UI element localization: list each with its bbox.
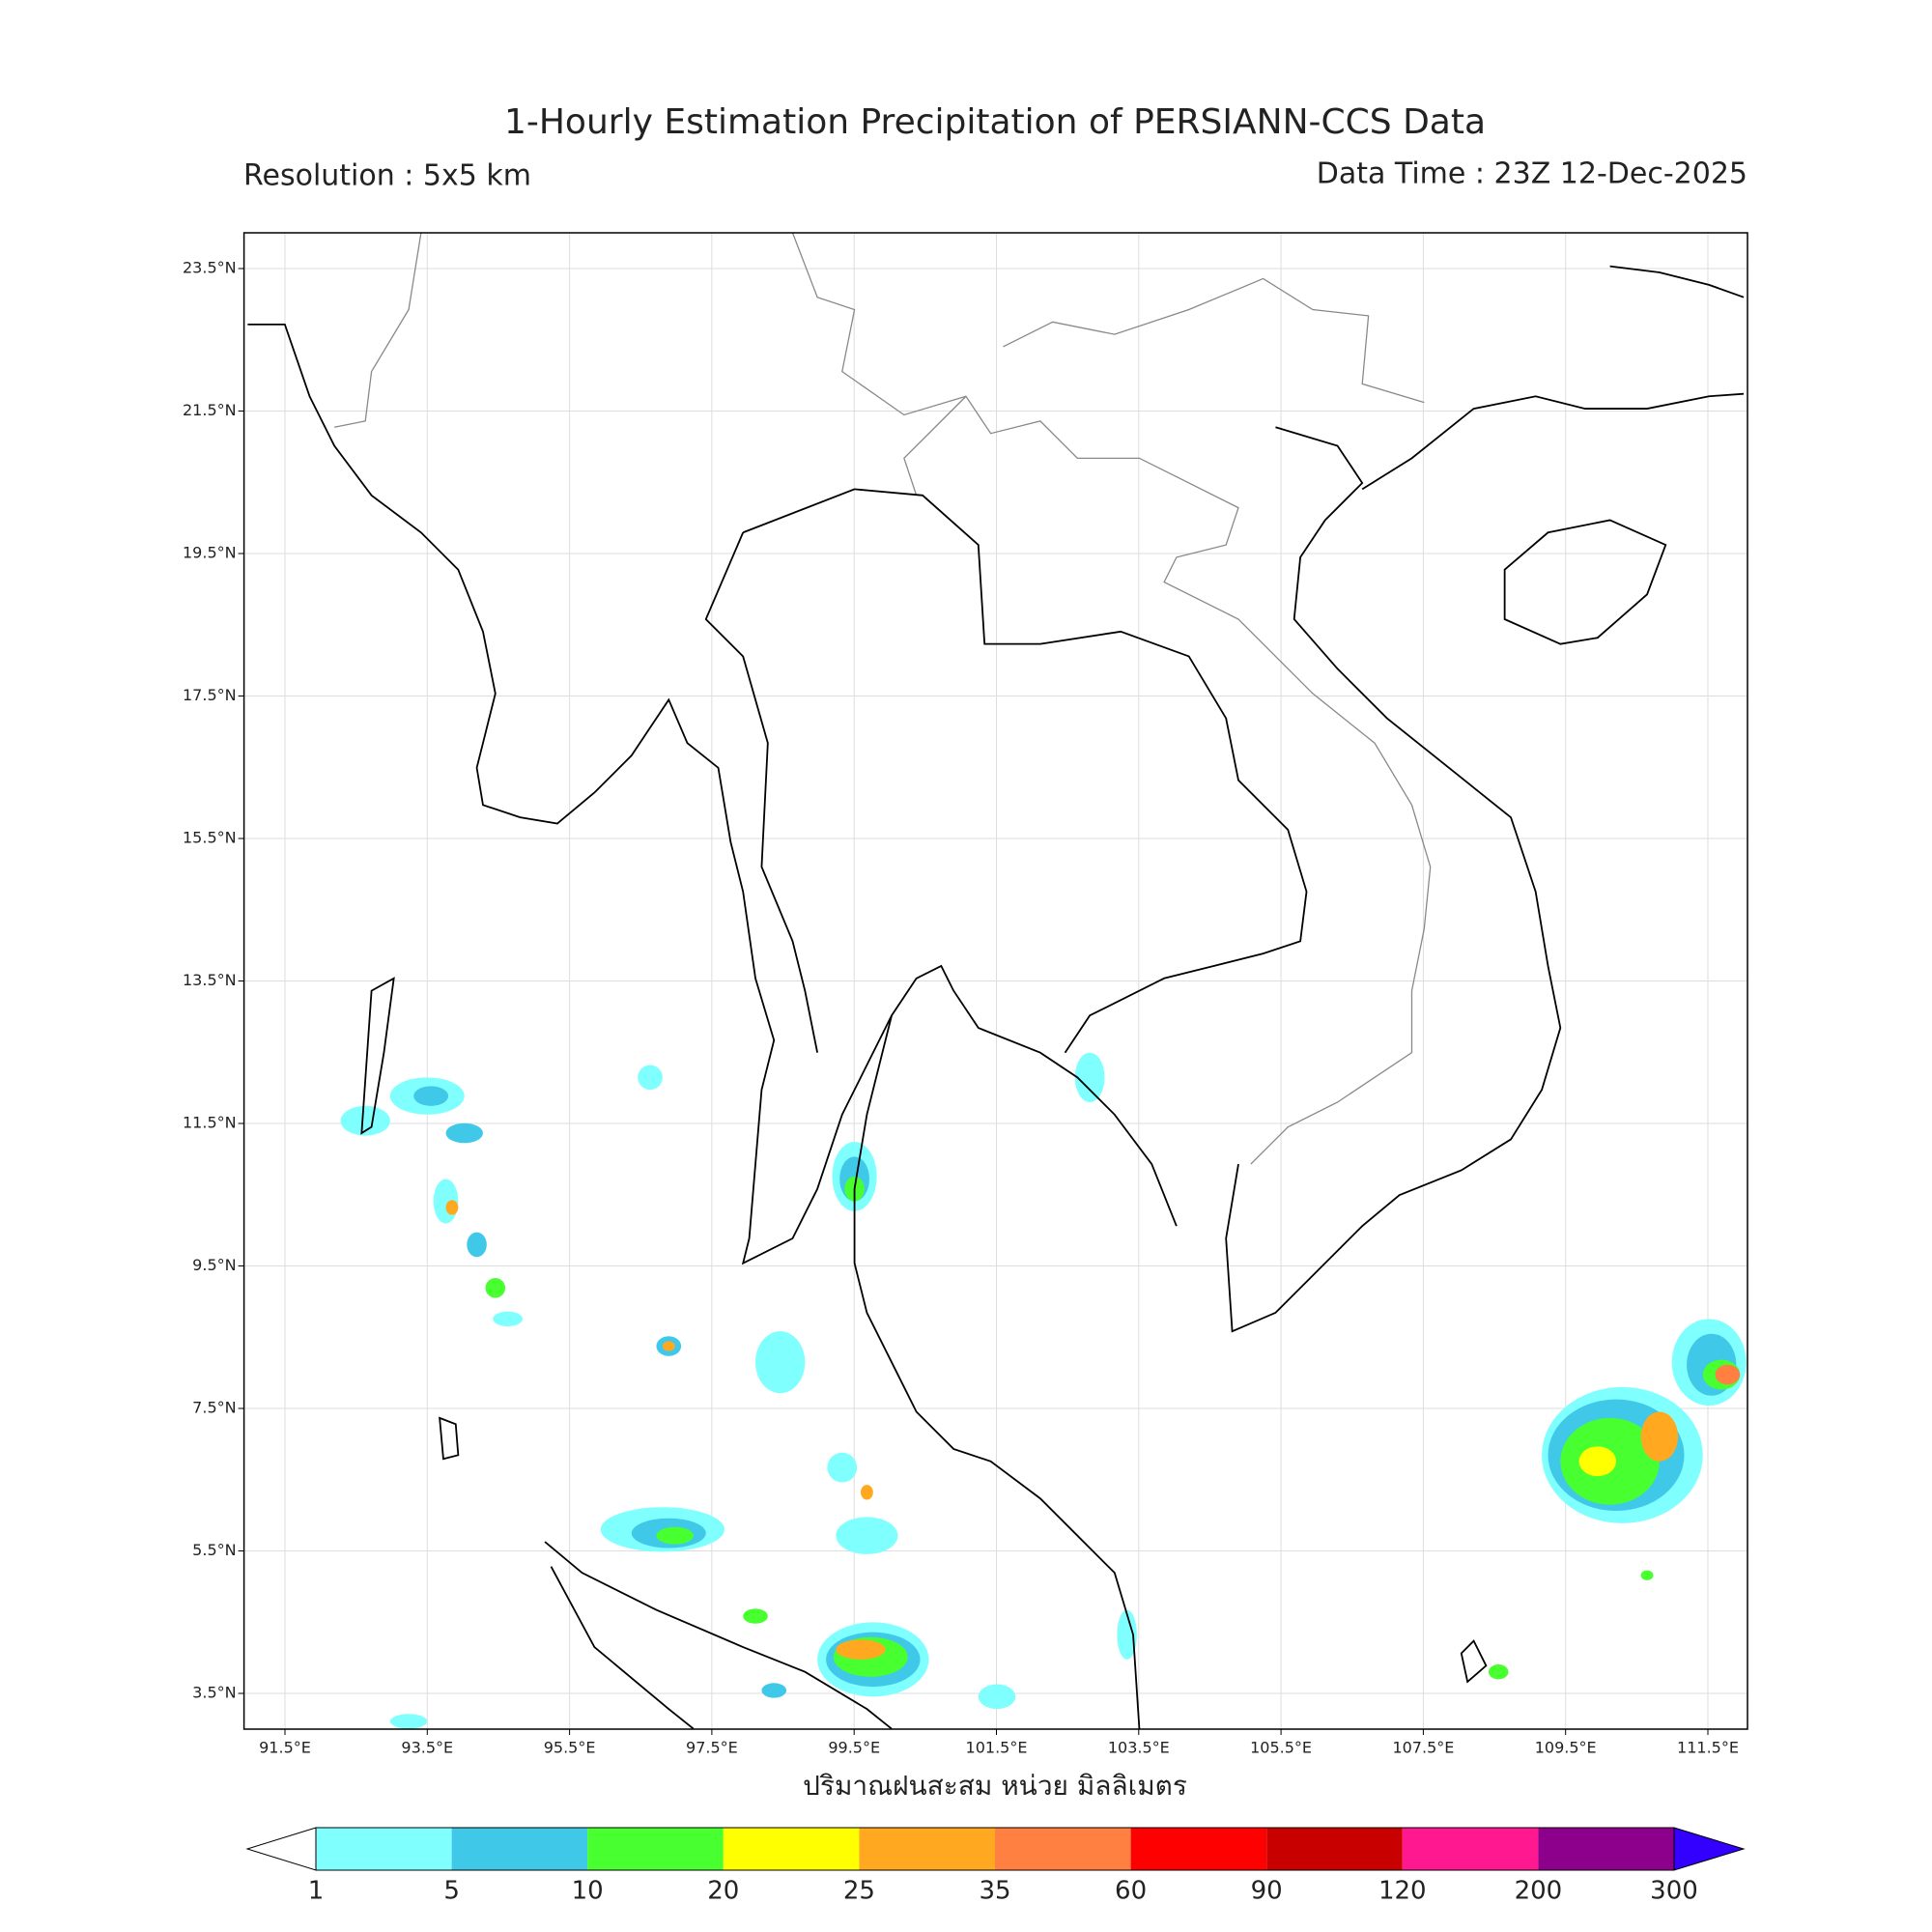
lat-label: 21.5°N	[183, 401, 237, 419]
coast	[853, 1015, 1141, 1729]
color-segment	[859, 1828, 995, 1870]
border	[1003, 277, 1425, 404]
lat-label: 7.5°N	[192, 1399, 236, 1417]
lon-label: 101.5°E	[966, 1739, 1028, 1757]
rain-area	[467, 1232, 487, 1258]
lon-label: 93.5°E	[401, 1739, 453, 1757]
rain-area	[1640, 1411, 1679, 1462]
rain-area	[836, 1517, 898, 1554]
resolution: Resolution : 5x5 km	[243, 159, 531, 193]
rain-area	[1117, 1609, 1137, 1660]
rain-area	[445, 1200, 459, 1215]
rain-area	[755, 1331, 806, 1394]
data-time: Data Time : 23Z 12-Dec-2025	[1317, 157, 1747, 191]
rain-area	[662, 1341, 675, 1351]
border	[791, 232, 1432, 1165]
rain-area	[1074, 1052, 1105, 1102]
over-arrow	[1673, 1827, 1746, 1871]
island	[1503, 519, 1667, 645]
color-segment	[1538, 1828, 1674, 1870]
coast	[1361, 265, 1745, 491]
rain-area	[743, 1608, 768, 1624]
lat-label: 5.5°N	[192, 1541, 236, 1559]
color-segment	[1402, 1828, 1539, 1870]
color-segment	[995, 1828, 1131, 1870]
lat-label: 9.5°N	[192, 1256, 236, 1274]
borders	[334, 232, 1432, 1165]
map-frame	[242, 232, 1748, 1730]
island	[439, 1416, 460, 1461]
coastlines	[247, 265, 1745, 1730]
lat-label: 15.5°N	[183, 829, 237, 847]
lon-label: 97.5°E	[686, 1739, 738, 1757]
rain-area	[389, 1714, 428, 1729]
island	[1460, 1639, 1488, 1684]
colorbar-label: 1	[308, 1877, 325, 1906]
rain-area	[1578, 1446, 1617, 1477]
lat-label: 17.5°N	[183, 686, 237, 704]
colorbar-label: 25	[843, 1877, 875, 1906]
colorbar-label: 90	[1251, 1877, 1283, 1906]
x-label: ปริมาณฝนสะสม หน่วย มิลลิเมตร	[803, 1770, 1187, 1802]
lat-label: 3.5°N	[192, 1684, 236, 1702]
lon-label: 109.5°E	[1535, 1739, 1597, 1757]
rain-area	[413, 1086, 449, 1106]
under-arrow	[245, 1827, 317, 1871]
color-segment	[316, 1828, 452, 1870]
border	[334, 232, 422, 428]
lat-label: 23.5°N	[183, 259, 237, 277]
lon-label: 105.5°E	[1250, 1739, 1312, 1757]
colorbar-label: 10	[572, 1877, 604, 1906]
title: 1-Hourly Estimation Precipitation of PER…	[504, 102, 1486, 142]
rain-area	[1640, 1570, 1654, 1580]
grid: 23.5°N 21.5°N 19.5°N 17.5°N 15.5°N 13.5°N 11.5…	[183, 233, 1747, 1757]
rain-area	[1715, 1364, 1741, 1385]
island	[360, 977, 395, 1135]
lon-label: 91.5°E	[259, 1739, 311, 1757]
lat-label: 11.5°N	[183, 1114, 237, 1132]
colorbar-label: 300	[1650, 1877, 1698, 1906]
lon-label: 103.5°E	[1108, 1739, 1170, 1757]
lat-label: 19.5°N	[183, 544, 237, 562]
lon-label: 95.5°E	[544, 1739, 596, 1757]
rain-area	[445, 1122, 483, 1144]
coast	[544, 1541, 893, 1730]
rain-area	[638, 1065, 663, 1091]
colorbar: 1 5 10 20 25 35 60 90 120 200 300	[245, 1827, 1746, 1906]
color-segment	[1130, 1828, 1267, 1870]
rain-area	[493, 1311, 524, 1327]
thai-border	[704, 488, 1308, 1054]
rain-area	[836, 1639, 886, 1660]
precipitation	[340, 1052, 1747, 1729]
coast	[1225, 426, 1562, 1333]
color-segment	[587, 1828, 724, 1870]
rain-area	[761, 1683, 787, 1698]
lat-label: 13.5°N	[183, 971, 237, 989]
colorbar-frame	[315, 1827, 1675, 1871]
lon-label: 107.5°E	[1392, 1739, 1454, 1757]
rain-area	[656, 1526, 694, 1545]
colorbar-label: 20	[707, 1877, 739, 1906]
coast	[247, 323, 1178, 1265]
colorbar-label: 5	[443, 1877, 460, 1906]
rain-area	[340, 1105, 390, 1136]
border	[903, 395, 967, 497]
colorbar-label: 120	[1378, 1877, 1427, 1906]
lon-label: 111.5°E	[1677, 1739, 1739, 1757]
rain-area	[978, 1684, 1016, 1710]
color-segment	[723, 1828, 860, 1870]
rain-area	[860, 1485, 873, 1500]
colorbar-label: 60	[1115, 1877, 1147, 1906]
rain-area	[827, 1452, 858, 1483]
rain-area	[485, 1278, 506, 1298]
colorbar-label: 35	[979, 1877, 1010, 1906]
color-segment	[451, 1828, 588, 1870]
lon-label: 99.5°E	[828, 1739, 880, 1757]
rain-area	[1488, 1664, 1509, 1680]
colorbar-label: 200	[1515, 1877, 1563, 1906]
color-segment	[1266, 1828, 1403, 1870]
